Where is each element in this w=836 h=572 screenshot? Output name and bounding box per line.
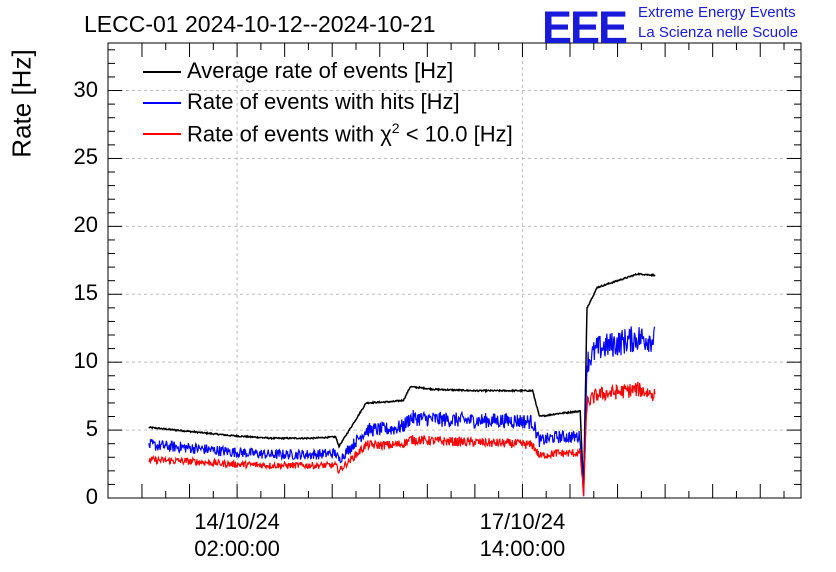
x-tick-label-date: 14/10/24: [194, 509, 280, 534]
legend-chi2-suffix: < 10.0 [Hz]: [399, 121, 513, 147]
y-tick-label: 20: [73, 212, 98, 238]
y-axis-label: Rate [Hz]: [6, 49, 37, 158]
y-tick-label: 15: [73, 280, 98, 306]
series-line-chi2: [148, 381, 656, 497]
org-name-line2: La Scienza nelle Scuole: [638, 24, 799, 41]
x-tick-label: 14/10/24 02:00:00: [157, 508, 317, 562]
legend-chi-superscript: 2: [391, 120, 400, 136]
y-tick-label: 5: [85, 416, 98, 442]
legend-swatches: [143, 71, 181, 135]
eee-logo: EEE: [542, 2, 628, 53]
series-layer: [148, 272, 656, 497]
y-tick-label: 0: [85, 484, 98, 509]
series-line-average: [148, 272, 656, 492]
axis-ticks: [108, 43, 801, 499]
series-line-hits: [148, 326, 656, 497]
y-tick-label: 25: [73, 144, 98, 170]
x-tick-label: 17/10/24 14:00:00: [442, 508, 602, 562]
legend-entry-chi2: Rate of events with χ2 < 10.0 [Hz]: [187, 120, 513, 147]
legend-chi2-prefix: Rate of events with: [187, 121, 381, 147]
chart-title: LECC-01 2024-10-12--2024-10-21: [84, 11, 436, 37]
legend-chi-symbol: χ: [380, 121, 392, 147]
plot-frame: [107, 42, 802, 499]
legend-entry-average: Average rate of events [Hz]: [187, 58, 454, 83]
org-name-line1: Extreme Energy Events: [638, 4, 796, 21]
x-tick-label-date: 17/10/24: [479, 509, 566, 534]
x-tick-label-time: 02:00:00: [194, 536, 280, 561]
legend-entry-hits: Rate of events with hits [Hz]: [187, 89, 460, 114]
y-tick-label: 10: [73, 348, 98, 374]
y-tick-label: 30: [73, 76, 98, 102]
x-tick-label-time: 14:00:00: [479, 536, 566, 561]
